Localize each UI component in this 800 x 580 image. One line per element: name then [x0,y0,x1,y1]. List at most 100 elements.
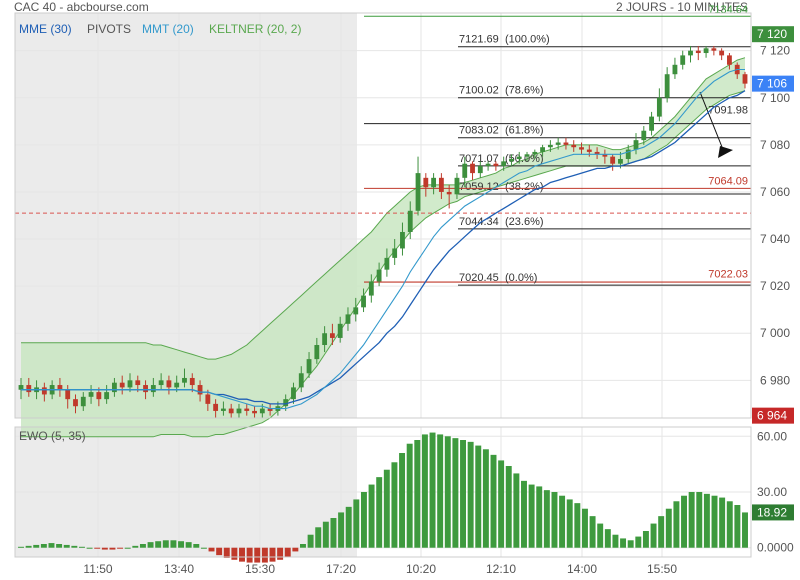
ewo-bar [482,449,489,548]
fib-pct-label: (78.6%) [505,85,544,97]
ewo-bar [505,466,512,548]
ewo-bar [581,508,588,548]
ewo-bar [421,434,428,548]
candle-up [516,156,522,159]
x-tick-label: 17:20 [326,562,356,576]
trend-arrow-line [699,91,725,153]
ewo-bar [63,544,70,548]
candle-down [267,408,273,411]
candle-down [228,408,234,414]
ewo-bar [589,516,596,548]
candle-up [337,323,343,338]
ewo-bar [170,540,177,548]
axes: 7 120 7 100 7 080 7 060 7 040 7 020 7 000 6 980… [83,26,794,576]
candle-down [213,403,219,411]
ewo-bar [33,544,40,548]
ewo-bar [18,546,24,548]
candle-up [664,74,670,98]
ewo-bar [307,534,314,548]
x-tick-label: 10:20 [406,562,436,576]
candle-down [719,50,725,56]
fib-price-label: 7059.12 [459,181,499,193]
annotation-label: 7091.98 [708,105,748,117]
candle-up [485,163,491,167]
y-tick-label: 7 040 [760,232,790,246]
ewo-bar [246,547,253,563]
ewo-bar [536,486,543,548]
ewo-bar [322,521,329,548]
ewo-bar [86,547,93,549]
ewo-bar [178,541,185,548]
candle-down [695,50,701,54]
ewo-bar [376,477,383,548]
candle-up [703,48,709,54]
ewo-bar [559,495,566,548]
pivot-label: 7134.64 [708,4,748,16]
candle-up [618,158,623,164]
y-tick-label: 7 020 [760,279,790,293]
candle-up [306,359,312,374]
legend-keltner[interactable]: KELTNER (20, 2) [209,22,301,36]
legend-mme[interactable]: MME (30) [19,22,72,36]
candle-down [586,149,592,152]
fib-pct-label: (100.0%) [505,34,550,46]
ewo-bar [498,460,505,548]
candle-up [547,144,553,148]
ewo-bar [444,436,451,548]
candle-up [80,396,86,407]
candle-up [291,387,296,400]
ewo-bar [399,453,406,548]
legend-mmt[interactable]: MMT (20) [142,22,194,36]
ewo-bar [132,545,139,548]
ewo-bar [261,547,268,563]
annotation-label: 7022.03 [708,268,748,280]
ewo-bar [437,434,444,548]
candle-up [88,392,94,397]
candle-up [454,177,460,195]
candle-down [205,394,211,404]
candle-down [135,380,141,386]
ewo-bar [208,547,215,552]
ewo-bar [475,445,482,548]
ewo-label[interactable]: EWO (5, 35) [19,429,86,443]
candle-up [353,307,359,315]
candle-down [594,151,600,155]
legend-pivots[interactable]: PIVOTS [87,22,131,36]
ewo-bar [429,432,436,548]
ewo-bar [688,492,695,548]
candle-up [524,154,530,157]
ewo-bar [78,546,85,548]
candle-up [501,161,507,167]
candle-down [73,399,78,407]
ewo-bar [490,454,497,548]
ewo-bar [414,440,421,548]
ewo-bar [360,492,367,548]
ewo-bar [696,492,703,548]
candle-down [65,389,71,400]
candle-down [423,177,429,188]
ewo-bar [452,438,459,548]
keltner-fill [21,57,745,437]
candle-up [641,130,647,141]
ewo-bar [406,443,413,548]
candle-up [104,392,110,400]
ewo-bar [124,547,131,549]
x-tick-label: 15:30 [245,562,275,576]
time-range-label: 2 JOURS - 10 MINUTES [615,0,748,14]
candle-up [532,151,538,155]
ewo-bar [101,547,108,550]
candle-up [322,333,328,346]
candlesticks [18,45,748,418]
ewo-bar [147,542,154,548]
candle-up [672,64,678,75]
candle-up [680,55,686,65]
ewo-bar [612,534,619,548]
ewo-bar [315,527,322,548]
ewo-bar [338,512,345,548]
ewo-bar [658,516,665,548]
candle-up [407,210,413,232]
ewo-bar [566,499,573,548]
candle-up [174,382,180,388]
candle-up [150,385,156,393]
candle-up [625,149,631,159]
